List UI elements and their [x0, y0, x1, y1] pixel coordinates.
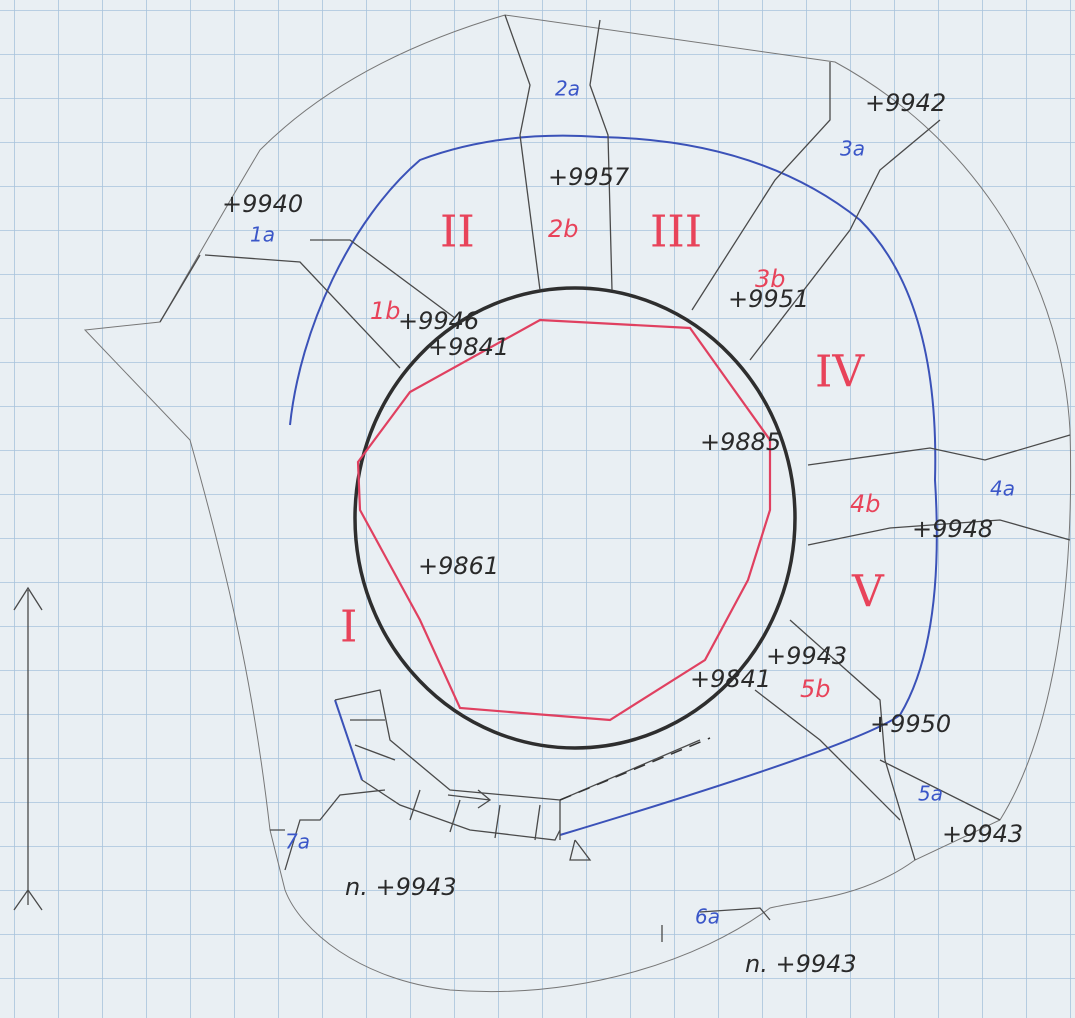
elevation: +9841: [690, 665, 771, 693]
graph-paper: [0, 0, 1075, 1018]
section-label: 2b: [548, 215, 579, 243]
section-label: 3b: [755, 265, 786, 293]
section-label: 7a: [285, 830, 310, 854]
elevation: +9950: [870, 710, 951, 738]
elevation: +9841: [428, 333, 509, 361]
section-label: 6a: [695, 905, 720, 929]
section-label: 5a: [918, 782, 943, 806]
zone-label: I: [340, 602, 357, 653]
elevation: +9957: [548, 163, 630, 191]
section-label: 2a: [555, 77, 580, 101]
section-label: 1a: [250, 223, 275, 247]
elevation: +9861: [418, 552, 499, 580]
elevation: +9948: [912, 515, 993, 543]
section-label: 4a: [990, 477, 1015, 501]
sketch: +9957 +9942 +9940 +9946 +9841 +9951 +988…: [0, 0, 1075, 1018]
elevation: n. +9943: [745, 950, 857, 978]
elevation: +9942: [865, 89, 946, 117]
section-label: 5b: [800, 675, 831, 703]
zone-label: IV: [815, 347, 865, 398]
elevation: +9940: [222, 190, 303, 218]
section-label: 3a: [840, 137, 865, 161]
elevation: n. +9943: [345, 873, 457, 901]
elevation: +9946: [398, 307, 479, 335]
elevation: +9885: [700, 428, 781, 456]
zone-label: V: [851, 567, 885, 618]
section-label: 4b: [850, 490, 881, 518]
section-label: 1b: [370, 297, 401, 325]
zone-label: III: [650, 207, 702, 258]
elevation: +9943: [766, 642, 847, 670]
elevation: +9943: [942, 820, 1023, 848]
zone-label: II: [440, 207, 475, 258]
